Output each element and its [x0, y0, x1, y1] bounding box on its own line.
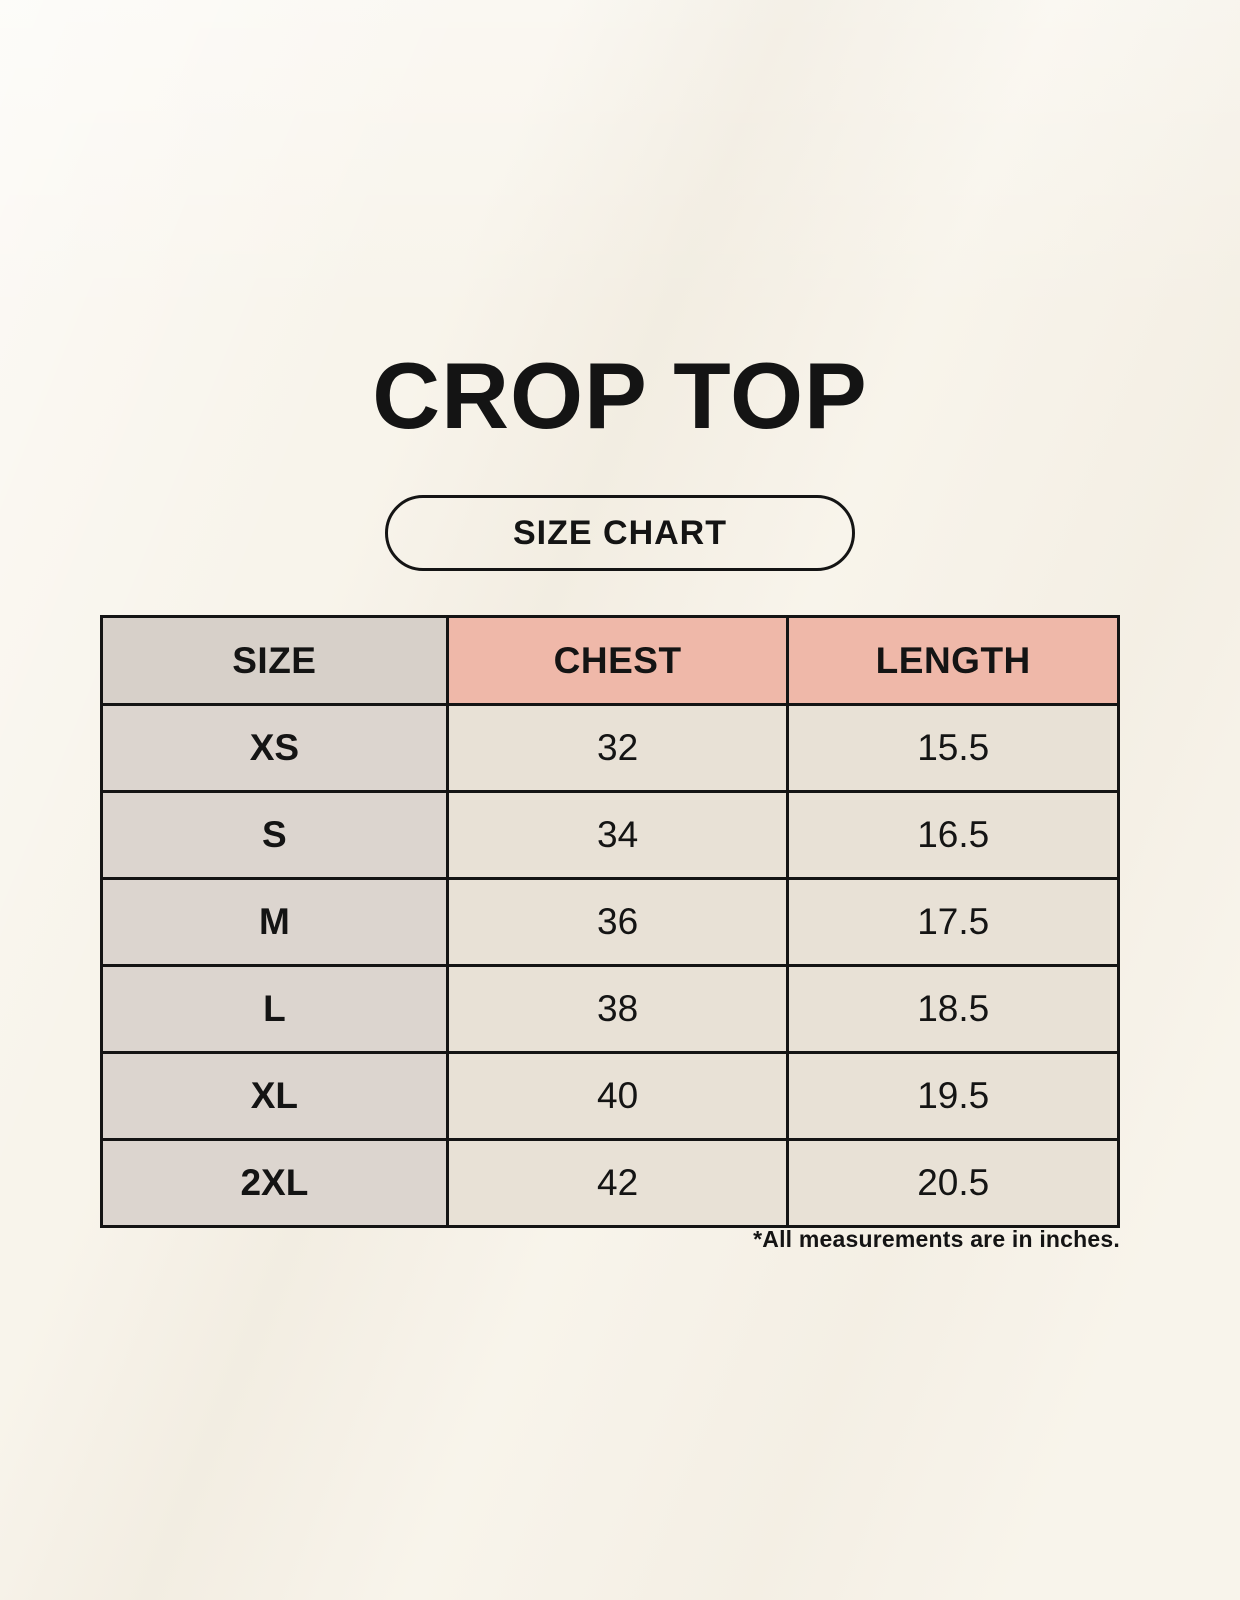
- table-row: XL 40 19.5: [100, 1051, 1120, 1141]
- table-row: XS 32 15.5: [100, 703, 1120, 793]
- chest-cell: 36: [445, 877, 790, 967]
- length-cell: 19.5: [786, 1051, 1120, 1141]
- table-row: L 38 18.5: [100, 964, 1120, 1054]
- size-cell: S: [100, 790, 449, 880]
- length-cell: 17.5: [786, 877, 1120, 967]
- column-header-chest: CHEST: [445, 615, 790, 706]
- size-chart-button[interactable]: SIZE CHART: [385, 495, 855, 571]
- length-cell: 18.5: [786, 964, 1120, 1054]
- column-header-length: LENGTH: [786, 615, 1120, 706]
- table-row: 2XL 42 20.5: [100, 1138, 1120, 1228]
- table-header-row: SIZE CHEST LENGTH: [100, 615, 1120, 706]
- size-cell: XL: [100, 1051, 449, 1141]
- chest-cell: 34: [445, 790, 790, 880]
- size-cell: 2XL: [100, 1138, 449, 1228]
- size-chart-table: SIZE CHEST LENGTH XS 32 15.5 S 34 16.5 M…: [100, 615, 1120, 1228]
- chest-cell: 42: [445, 1138, 790, 1228]
- size-cell: L: [100, 964, 449, 1054]
- chest-cell: 32: [445, 703, 790, 793]
- length-cell: 16.5: [786, 790, 1120, 880]
- chest-cell: 38: [445, 964, 790, 1054]
- table-row: S 34 16.5: [100, 790, 1120, 880]
- size-cell: XS: [100, 703, 449, 793]
- product-title: CROP TOP: [372, 343, 868, 448]
- size-cell: M: [100, 877, 449, 967]
- length-cell: 20.5: [786, 1138, 1120, 1228]
- chest-cell: 40: [445, 1051, 790, 1141]
- table-row: M 36 17.5: [100, 877, 1120, 967]
- column-header-size: SIZE: [100, 615, 449, 706]
- length-cell: 15.5: [786, 703, 1120, 793]
- size-chart-button-label: SIZE CHART: [513, 513, 727, 552]
- measurements-footnote: *All measurements are in inches.: [753, 1226, 1120, 1252]
